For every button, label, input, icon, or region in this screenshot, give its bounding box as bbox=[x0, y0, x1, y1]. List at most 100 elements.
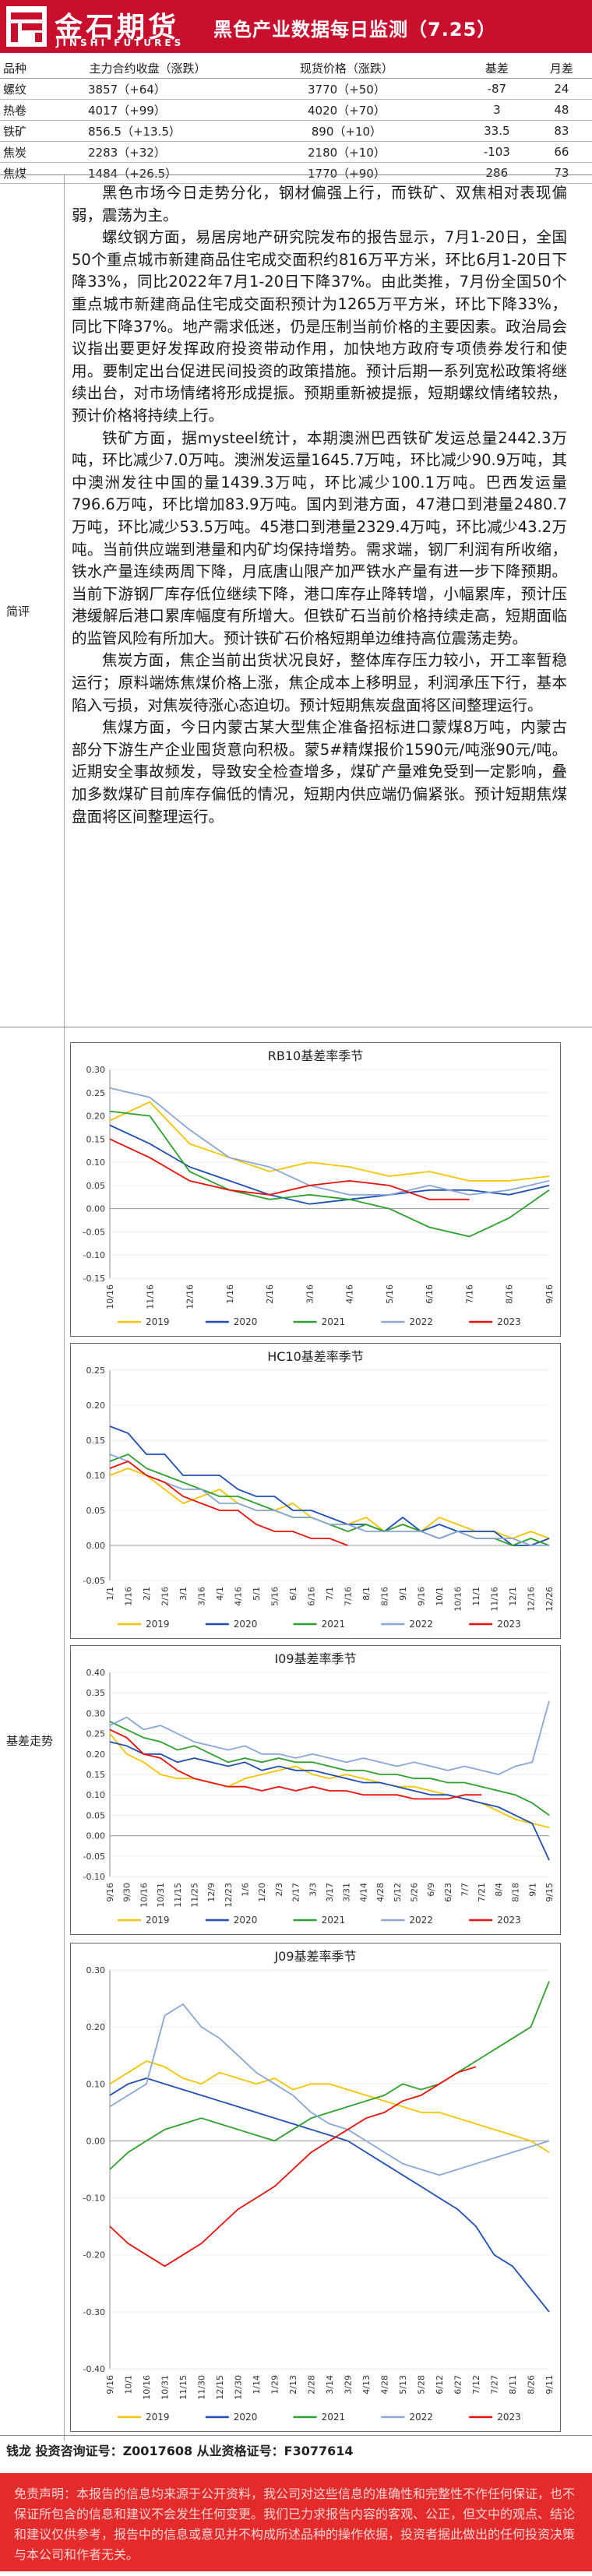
y-tick-label: 0.15 bbox=[86, 1770, 106, 1780]
x-tick-label: 11/15 bbox=[173, 1883, 183, 1908]
chart-rb10-basis: RB10基差率季节 -0.15 -0.10 -0.05 0.00 0.05 0.10 0.15… bbox=[70, 1042, 561, 1337]
x-tick-label: 10/16 bbox=[142, 2375, 152, 2400]
series-line-2021 bbox=[109, 1110, 550, 1238]
x-tick-label: 2/17 bbox=[291, 1883, 301, 1902]
y-tick-label: 0.00 bbox=[86, 1541, 106, 1551]
x-tick-label: 3/16 bbox=[305, 1284, 315, 1304]
y-tick-label: 0.30 bbox=[86, 1965, 106, 1975]
x-tick-label: 12/23 bbox=[224, 1883, 234, 1908]
x-tick-label: 4/13 bbox=[361, 2375, 372, 2395]
table-row: 热卷 4017（+99） 4020（+70） 3 48 bbox=[0, 99, 592, 121]
x-tick-label: 10/16 bbox=[105, 1284, 115, 1309]
x-tick-label: 1/16 bbox=[225, 1284, 235, 1304]
x-tick-label: 11/25 bbox=[189, 1883, 199, 1908]
series-line-2020 bbox=[109, 1425, 550, 1546]
x-tick-label: 12/15 bbox=[215, 2375, 225, 2400]
x-tick-label: 8/11 bbox=[508, 2375, 518, 2395]
table-header-row: 品种 主力合约收盘（涨跌） 现货价格（涨跌） 基差 月差 bbox=[0, 58, 592, 79]
x-tick-label: 2/3 bbox=[274, 1883, 284, 1897]
x-tick-label: 4/28 bbox=[375, 1883, 386, 1902]
x-tick-label: 12/9 bbox=[206, 1883, 217, 1902]
series-line-2022 bbox=[109, 2003, 550, 2176]
x-tick-label: 1/1 bbox=[105, 1587, 115, 1601]
series-line-2023 bbox=[109, 1138, 470, 1200]
legend-label: 2019 bbox=[146, 1619, 170, 1630]
x-tick-label: 5/16 bbox=[270, 1587, 280, 1606]
column-header: 主力合约收盘（涨跌） bbox=[65, 58, 231, 79]
y-tick-label: -0.20 bbox=[83, 2250, 105, 2261]
legend-label: 2019 bbox=[146, 1316, 170, 1327]
x-tick-label: 9/16 bbox=[544, 1284, 555, 1304]
legend-label: 2021 bbox=[322, 1915, 346, 1926]
table-cell: 焦炭 bbox=[0, 141, 65, 163]
chart-title: HC10基差率季节 bbox=[267, 1349, 364, 1364]
y-tick-label: 0.00 bbox=[86, 2136, 106, 2146]
x-tick-label: 12/16 bbox=[185, 1284, 196, 1309]
x-tick-label: 2/16 bbox=[160, 1587, 171, 1606]
x-tick-label: 9/16 bbox=[105, 1883, 115, 1902]
x-tick-label: 6/23 bbox=[443, 1883, 453, 1902]
x-tick-label: 5/12 bbox=[393, 1883, 403, 1902]
x-tick-label: 7/16 bbox=[464, 1284, 474, 1304]
y-tick-label: 0.20 bbox=[86, 1401, 106, 1411]
table-cell: 3770（+50） bbox=[231, 78, 463, 100]
y-tick-label: -0.05 bbox=[83, 1852, 105, 1862]
legend-label: 2022 bbox=[409, 1316, 433, 1327]
commentary-paragraph: 铁矿方面，据mysteel统计，本期澳洲巴西铁矿发运总量2442.3万吨，环比减… bbox=[72, 428, 567, 647]
x-tick-label: 8/16 bbox=[380, 1587, 390, 1606]
report-title: 黑色产业数据每日监测（7.25） bbox=[213, 19, 497, 41]
legend-label: 2020 bbox=[234, 1316, 258, 1327]
x-tick-label: 3/14 bbox=[325, 2375, 335, 2395]
x-tick-label: 9/30 bbox=[122, 1883, 132, 1902]
table-cell: 24 bbox=[530, 78, 592, 100]
legend-label: 2019 bbox=[146, 2412, 170, 2423]
analyst-signature: 钱龙 投资咨询证号：Z0017608 从业资格证号：F3077614 bbox=[6, 2444, 354, 2458]
report-header: 金石期货 JINSHI FUTURES 黑色产业数据每日监测（7.25） bbox=[0, 0, 592, 53]
table-cell: 73 bbox=[530, 162, 592, 184]
legend-label: 2021 bbox=[322, 1619, 346, 1630]
y-tick-label: -0.10 bbox=[83, 1872, 105, 1882]
table-cell: 焦煤 bbox=[0, 162, 65, 184]
x-tick-label: 3/16 bbox=[197, 1587, 207, 1606]
table-cell: 4017（+99） bbox=[65, 99, 231, 121]
y-tick-label: 0.15 bbox=[86, 1436, 106, 1446]
x-tick-label: 9/1 bbox=[527, 1883, 537, 1897]
x-tick-label: 6/16 bbox=[425, 1284, 435, 1304]
x-tick-label: 12/16 bbox=[527, 1587, 537, 1612]
x-tick-label: 1/16 bbox=[124, 1587, 134, 1606]
company-logo: 金石期货 JINSHI FUTURES bbox=[6, 5, 187, 48]
chart-title: I09基差率季节 bbox=[274, 1651, 356, 1666]
x-tick-label: 5/13 bbox=[398, 2375, 408, 2395]
x-tick-label: 10/1 bbox=[435, 1587, 445, 1606]
y-tick-label: 0.30 bbox=[86, 1065, 106, 1075]
legend-label: 2020 bbox=[234, 1915, 258, 1926]
series-line-2021 bbox=[109, 1981, 550, 2170]
x-tick-label: 3/1 bbox=[178, 1587, 189, 1601]
legend-label: 2020 bbox=[234, 1619, 258, 1630]
chart-hc10-basis: HC10基差率季节 -0.05 0.00 0.05 0.10 0.15 0.20 0.25 1/… bbox=[70, 1343, 561, 1639]
y-tick-label: 0.20 bbox=[86, 1112, 106, 1122]
chart-svg: J09基差率季节 -0.40 -0.30 -0.20 -0.10 0.00 0.10 0.20… bbox=[83, 1949, 555, 2423]
table-cell: 螺纹 bbox=[0, 78, 65, 100]
y-tick-label: 0.30 bbox=[86, 1708, 106, 1718]
table-cell: 856.5（+13.5） bbox=[65, 120, 231, 142]
table-cell: 4020（+70） bbox=[231, 99, 463, 121]
x-tick-label: 8/1 bbox=[361, 1587, 372, 1601]
y-tick-label: 0.15 bbox=[86, 1134, 106, 1144]
column-header: 基差 bbox=[462, 58, 531, 79]
x-tick-label: 5/1 bbox=[252, 1587, 262, 1601]
column-header: 品种 bbox=[0, 58, 65, 79]
table-cell: 3 bbox=[462, 99, 531, 121]
logo-chinese-name: 金石期货 bbox=[55, 12, 180, 44]
series-line-2019 bbox=[109, 2060, 550, 2153]
x-tick-label: 4/28 bbox=[380, 2375, 390, 2395]
table-cell: 33.5 bbox=[462, 120, 531, 142]
x-tick-label: 11/16 bbox=[490, 1587, 500, 1612]
x-tick-label: 11/16 bbox=[145, 1284, 155, 1309]
legend-label: 2021 bbox=[322, 2412, 346, 2423]
x-tick-label: 9/15 bbox=[544, 1883, 555, 1902]
x-tick-label: 7/16 bbox=[344, 1587, 354, 1606]
legend-label: 2019 bbox=[146, 1915, 170, 1926]
x-tick-label: 10/31 bbox=[160, 2375, 171, 2400]
x-tick-label: 9/1 bbox=[398, 1587, 408, 1601]
